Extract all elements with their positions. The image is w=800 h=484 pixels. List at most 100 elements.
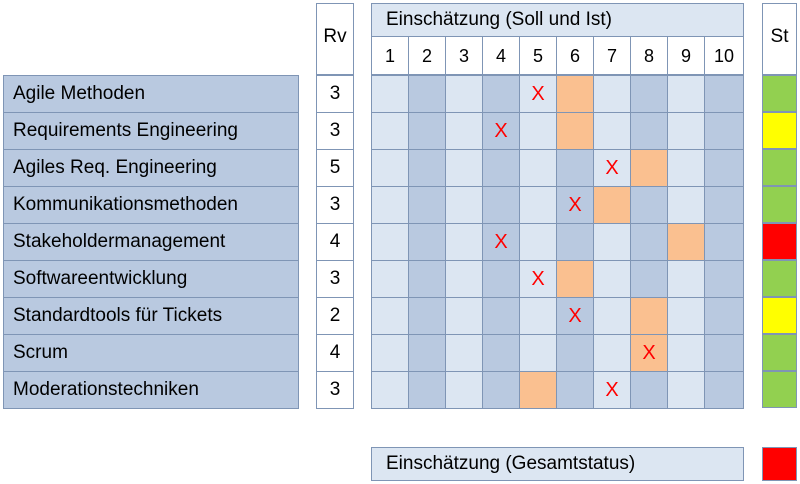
ist-mark: X	[494, 120, 508, 142]
scale-number: 1	[371, 37, 408, 75]
scale-number: 10	[704, 37, 744, 75]
grid-cell	[371, 149, 409, 187]
scale-number: 6	[556, 37, 593, 75]
scale-number: 3	[445, 37, 482, 75]
soll-cell	[556, 75, 594, 113]
grid-cell	[445, 75, 483, 113]
ist-mark: X	[568, 305, 582, 327]
grid-cell	[519, 186, 557, 224]
grid-cell	[667, 297, 705, 335]
skill-label: Softwareentwicklung	[3, 260, 299, 298]
rv-value: 3	[316, 371, 354, 409]
grid-cell	[704, 371, 744, 409]
grid-cell	[667, 112, 705, 150]
ist-mark: X	[605, 379, 619, 401]
grid-cell	[704, 149, 744, 187]
skill-label: Scrum	[3, 334, 299, 372]
status-header: St	[762, 3, 797, 75]
grid-cell	[408, 149, 446, 187]
grid-cell	[371, 371, 409, 409]
grid-cell	[445, 334, 483, 372]
grid-cell: X	[593, 149, 631, 187]
grid-cell	[371, 75, 409, 113]
rv-value: 3	[316, 260, 354, 298]
grid-cell	[482, 75, 520, 113]
status-indicator	[762, 149, 797, 186]
grid-cell	[556, 223, 594, 261]
grid-cell	[593, 260, 631, 298]
grid-cell	[667, 371, 705, 409]
grid-cell	[445, 112, 483, 150]
rv-value: 3	[316, 186, 354, 224]
grid-cell	[371, 297, 409, 335]
scale-number: 8	[630, 37, 667, 75]
rv-value: 3	[316, 75, 354, 113]
grid-cell: X	[519, 75, 557, 113]
scale-number: 5	[519, 37, 556, 75]
soll-cell	[556, 260, 594, 298]
grid-cell	[482, 371, 520, 409]
grid-cell	[630, 223, 668, 261]
grid-cell	[556, 371, 594, 409]
status-indicator	[762, 260, 797, 297]
rv-value: 3	[316, 112, 354, 150]
grid-cell	[519, 149, 557, 187]
grid-cell	[667, 260, 705, 298]
grid-cell: X	[482, 223, 520, 261]
grid-cell	[630, 260, 668, 298]
grid-cell	[445, 186, 483, 224]
scale-number: 4	[482, 37, 519, 75]
grid-cell	[408, 334, 446, 372]
skill-label: Kommunikationsmethoden	[3, 186, 299, 224]
grid-cell	[519, 112, 557, 150]
soll-cell	[593, 186, 631, 224]
grid-cell	[371, 260, 409, 298]
grid-cell	[445, 149, 483, 187]
grid-cell	[371, 223, 409, 261]
rv-value: 4	[316, 223, 354, 261]
grid-cell	[482, 297, 520, 335]
skill-label: Agiles Req. Engineering	[3, 149, 299, 187]
grid-cell	[519, 334, 557, 372]
rv-value: 4	[316, 334, 354, 372]
grid-cell: X	[556, 186, 594, 224]
grid-cell	[445, 297, 483, 335]
status-indicator	[762, 75, 797, 112]
grid-cell	[371, 334, 409, 372]
grid-cell	[482, 149, 520, 187]
grid-cell	[630, 371, 668, 409]
grid-cell	[667, 186, 705, 224]
grid-cell	[556, 334, 594, 372]
soll-cell	[556, 112, 594, 150]
grid-cell	[704, 75, 744, 113]
grid-cell	[482, 186, 520, 224]
grid-cell: X	[482, 112, 520, 150]
status-indicator	[762, 112, 797, 149]
soll-cell	[630, 297, 668, 335]
grid-cell	[667, 149, 705, 187]
grid-cell	[445, 371, 483, 409]
grid-cell	[408, 75, 446, 113]
grid-cell	[482, 260, 520, 298]
grid-cell	[704, 297, 744, 335]
soll-cell	[630, 149, 668, 187]
grid-cell	[408, 297, 446, 335]
scale-number: 7	[593, 37, 630, 75]
grid-cell: X	[556, 297, 594, 335]
grid-cell	[704, 223, 744, 261]
grid-cell	[371, 186, 409, 224]
grid-cell	[371, 112, 409, 150]
grid-cell	[630, 75, 668, 113]
grid-cell	[704, 186, 744, 224]
grid-cell	[519, 297, 557, 335]
grid-cell	[704, 334, 744, 372]
grid-cell: X	[593, 371, 631, 409]
ist-mark: X	[531, 83, 545, 105]
overall-status-indicator	[762, 447, 797, 481]
grid-cell	[408, 223, 446, 261]
soll-cell	[519, 371, 557, 409]
skill-label: Stakeholdermanagement	[3, 223, 299, 261]
grid-cell	[408, 260, 446, 298]
ist-mark: X	[494, 231, 508, 253]
status-indicator	[762, 186, 797, 223]
